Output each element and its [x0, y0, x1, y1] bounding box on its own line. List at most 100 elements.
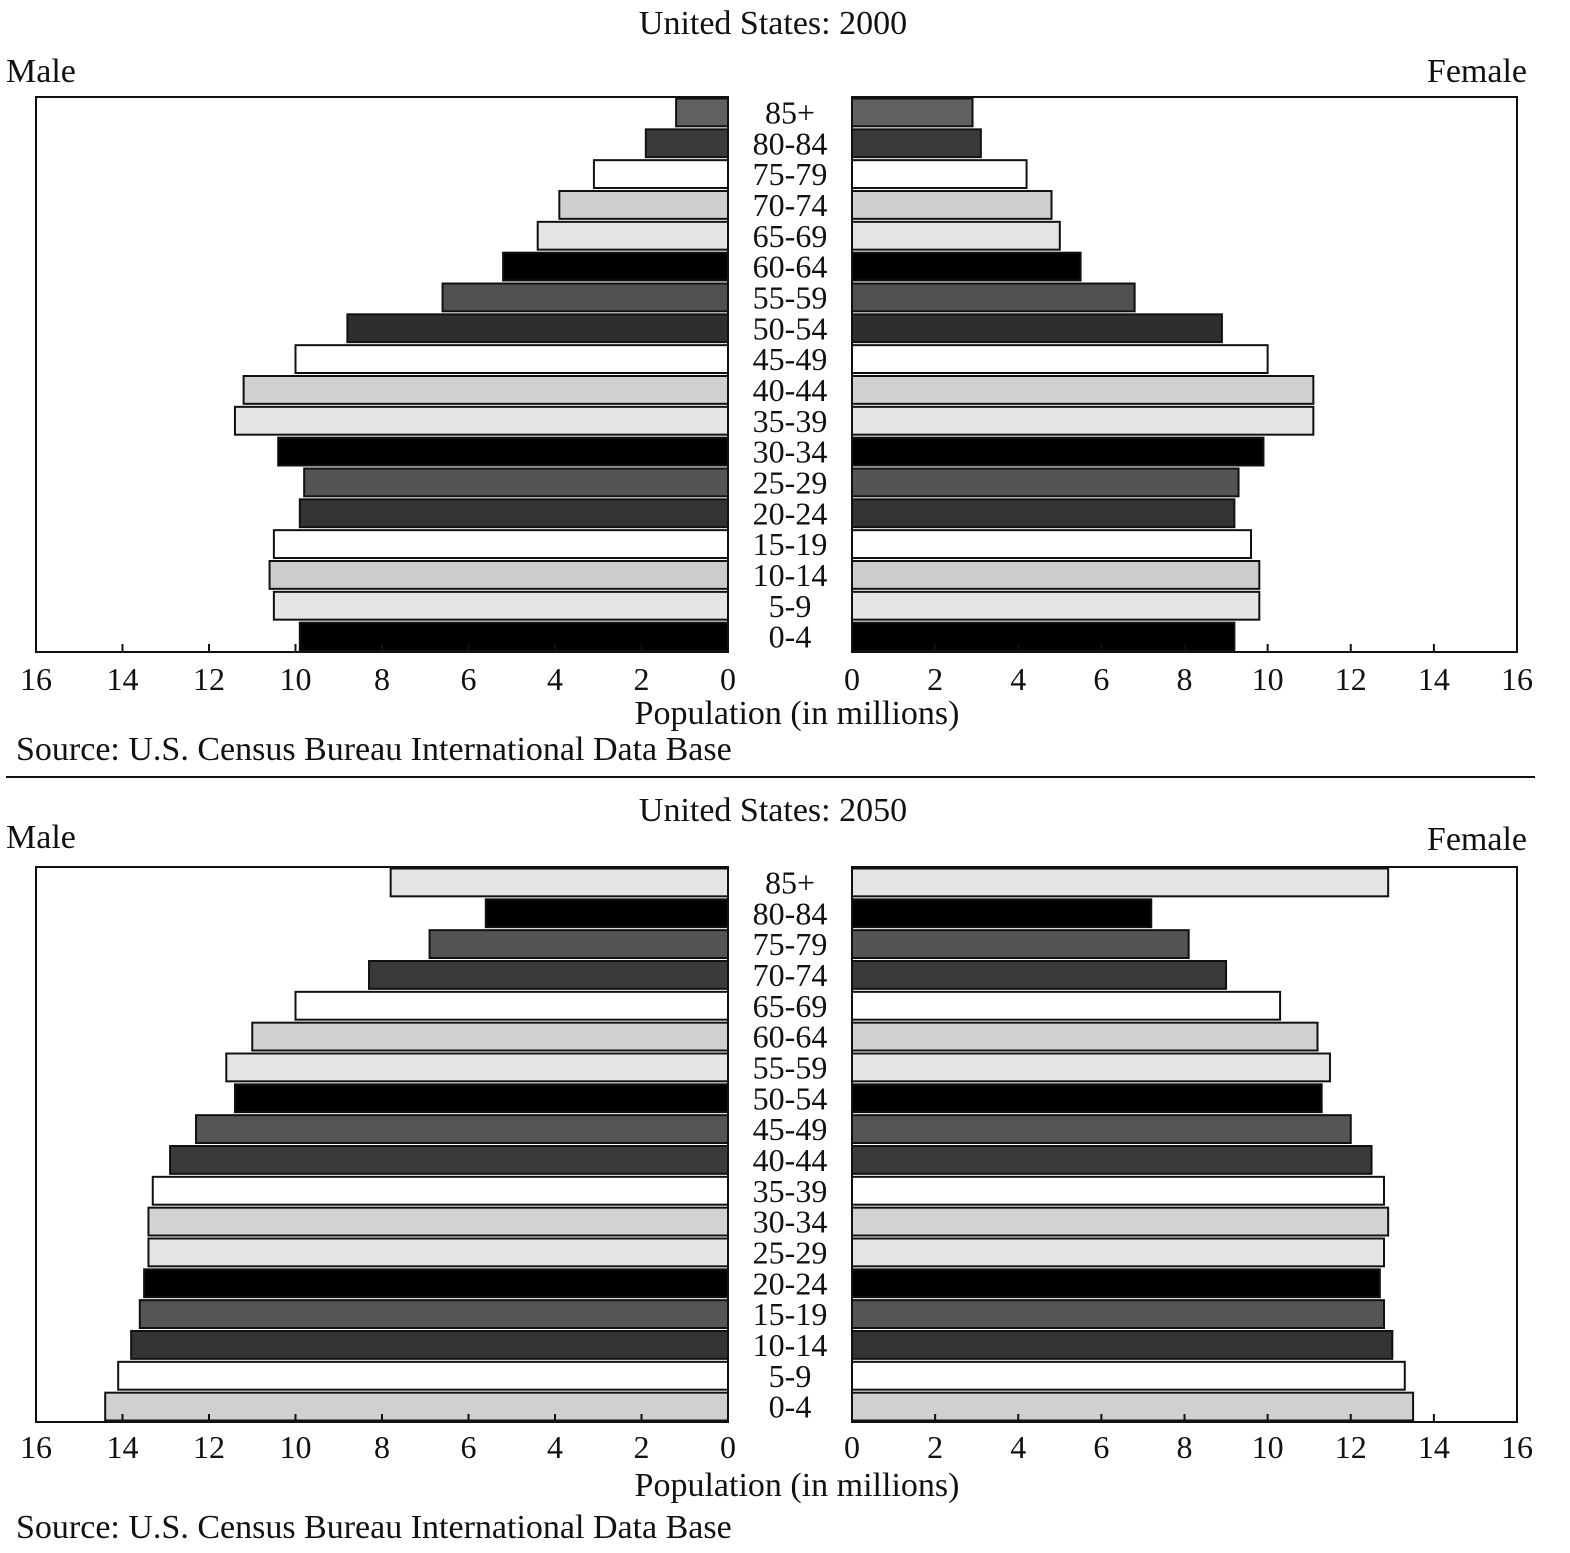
female-bar — [851, 1237, 1385, 1268]
age-group-label: 60-64 — [753, 1019, 828, 1055]
age-group-label: 55-59 — [753, 279, 828, 315]
female-bar — [851, 990, 1282, 1021]
female-bar — [851, 1360, 1406, 1391]
female-bar — [851, 128, 982, 159]
female-tick-label: 4 — [1010, 661, 1026, 697]
female-bar — [851, 251, 1082, 282]
age-group-label: 30-34 — [753, 434, 828, 470]
male-bar — [294, 344, 729, 374]
male-bar — [151, 1175, 729, 1206]
female-tick-label: 16 — [1501, 1429, 1533, 1465]
female-bar — [851, 220, 1061, 251]
male-bar — [268, 560, 729, 590]
female-tick-label: 10 — [1252, 661, 1284, 697]
female-bar — [851, 344, 1269, 374]
age-group-label: 75-79 — [753, 926, 828, 962]
male-tick-label: 14 — [107, 661, 139, 697]
age-group-label: 0-4 — [769, 619, 812, 655]
female-tick-label: 4 — [1010, 1429, 1026, 1465]
male-bar — [169, 1145, 729, 1175]
age-group-label: 75-79 — [753, 156, 828, 192]
age-group-label: 0-4 — [769, 1389, 812, 1425]
male-bar — [138, 1299, 730, 1329]
age-group-label: 60-64 — [753, 249, 828, 285]
age-group-label: 80-84 — [753, 895, 828, 931]
age-group-label: 45-49 — [753, 1111, 828, 1147]
female-bar — [851, 1083, 1323, 1114]
age-group-label: 85+ — [765, 864, 815, 900]
age-group-label: 65-69 — [753, 218, 828, 254]
female-bar — [851, 1330, 1394, 1360]
male-bar — [346, 313, 729, 344]
male-tick-label: 6 — [461, 1429, 477, 1465]
age-group-label: 50-54 — [753, 1080, 828, 1116]
female-tick-label: 14 — [1418, 1429, 1450, 1465]
male-bar — [298, 621, 729, 652]
female-tick-label: 16 — [1501, 661, 1533, 697]
male-bar — [233, 1083, 729, 1114]
female-tick-label: 6 — [1093, 661, 1109, 697]
male-bar — [225, 1052, 730, 1083]
chart-title-2000: United States: 2000 — [639, 5, 907, 42]
male-tick-label: 14 — [107, 1429, 139, 1465]
age-group-label: 40-44 — [753, 1142, 828, 1178]
male-tick-label: 0 — [720, 661, 736, 697]
female-bar — [851, 498, 1236, 529]
male-tick-label: 16 — [20, 661, 52, 697]
age-group-label: 80-84 — [753, 125, 828, 161]
age-group-label: 20-24 — [753, 495, 828, 531]
age-group-label: 15-19 — [753, 526, 828, 562]
male-tick-label: 16 — [20, 1429, 52, 1465]
male-bar — [147, 1237, 729, 1268]
male-tick-label: 0 — [720, 1429, 736, 1465]
male-tick-label: 2 — [634, 661, 650, 697]
male-tick-label: 8 — [374, 661, 390, 697]
female-label-2000: Female — [1427, 53, 1527, 90]
female-bar — [851, 97, 974, 128]
male-bar — [251, 1021, 729, 1052]
male-bar — [644, 128, 730, 159]
male-bar — [298, 498, 729, 529]
age-group-label: 70-74 — [753, 957, 828, 993]
male-bar — [368, 960, 729, 990]
female-bar — [851, 375, 1315, 405]
female-bar — [851, 898, 1153, 929]
male-tick-label: 10 — [280, 661, 312, 697]
age-group-label: 20-24 — [753, 1265, 828, 1301]
male-bar — [195, 1114, 729, 1144]
female-bar — [851, 529, 1252, 560]
female-bar — [851, 159, 1028, 190]
age-group-label: 5-9 — [769, 1358, 812, 1394]
female-bar — [851, 436, 1265, 467]
female-tick-label: 0 — [844, 1429, 860, 1465]
female-tick-label: 8 — [1177, 1429, 1193, 1465]
female-bar — [851, 405, 1315, 436]
pyramid-2000-marks: 85+80-8475-7970-7465-6960-6455-5950-5445… — [20, 94, 1533, 697]
age-group-label: 50-54 — [753, 310, 828, 346]
x-axis-label-2050: Population (in millions) — [635, 1467, 960, 1504]
male-bar — [277, 436, 729, 467]
female-tick-label: 12 — [1335, 661, 1367, 697]
source-note-2000: Source: U.S. Census Bureau International… — [16, 731, 732, 768]
age-group-label: 30-34 — [753, 1204, 828, 1240]
female-tick-label: 12 — [1335, 1429, 1367, 1465]
female-tick-label: 8 — [1177, 661, 1193, 697]
female-bar — [851, 1145, 1373, 1175]
age-group-label: 10-14 — [753, 1327, 828, 1363]
female-bar — [851, 1114, 1352, 1144]
male-bar — [441, 282, 729, 313]
male-bar — [675, 97, 729, 128]
female-bar — [851, 1052, 1331, 1083]
female-tick-label: 2 — [927, 661, 943, 697]
male-bar — [592, 159, 729, 190]
age-group-label: 55-59 — [753, 1049, 828, 1085]
female-label-2050: Female — [1427, 821, 1527, 858]
chart-title-2050: United States: 2050 — [639, 792, 907, 829]
male-bar — [484, 898, 729, 929]
female-bar — [851, 960, 1228, 990]
male-bar — [117, 1360, 730, 1391]
female-bar — [851, 1299, 1385, 1329]
female-bar — [851, 621, 1236, 652]
female-bar — [851, 467, 1240, 498]
